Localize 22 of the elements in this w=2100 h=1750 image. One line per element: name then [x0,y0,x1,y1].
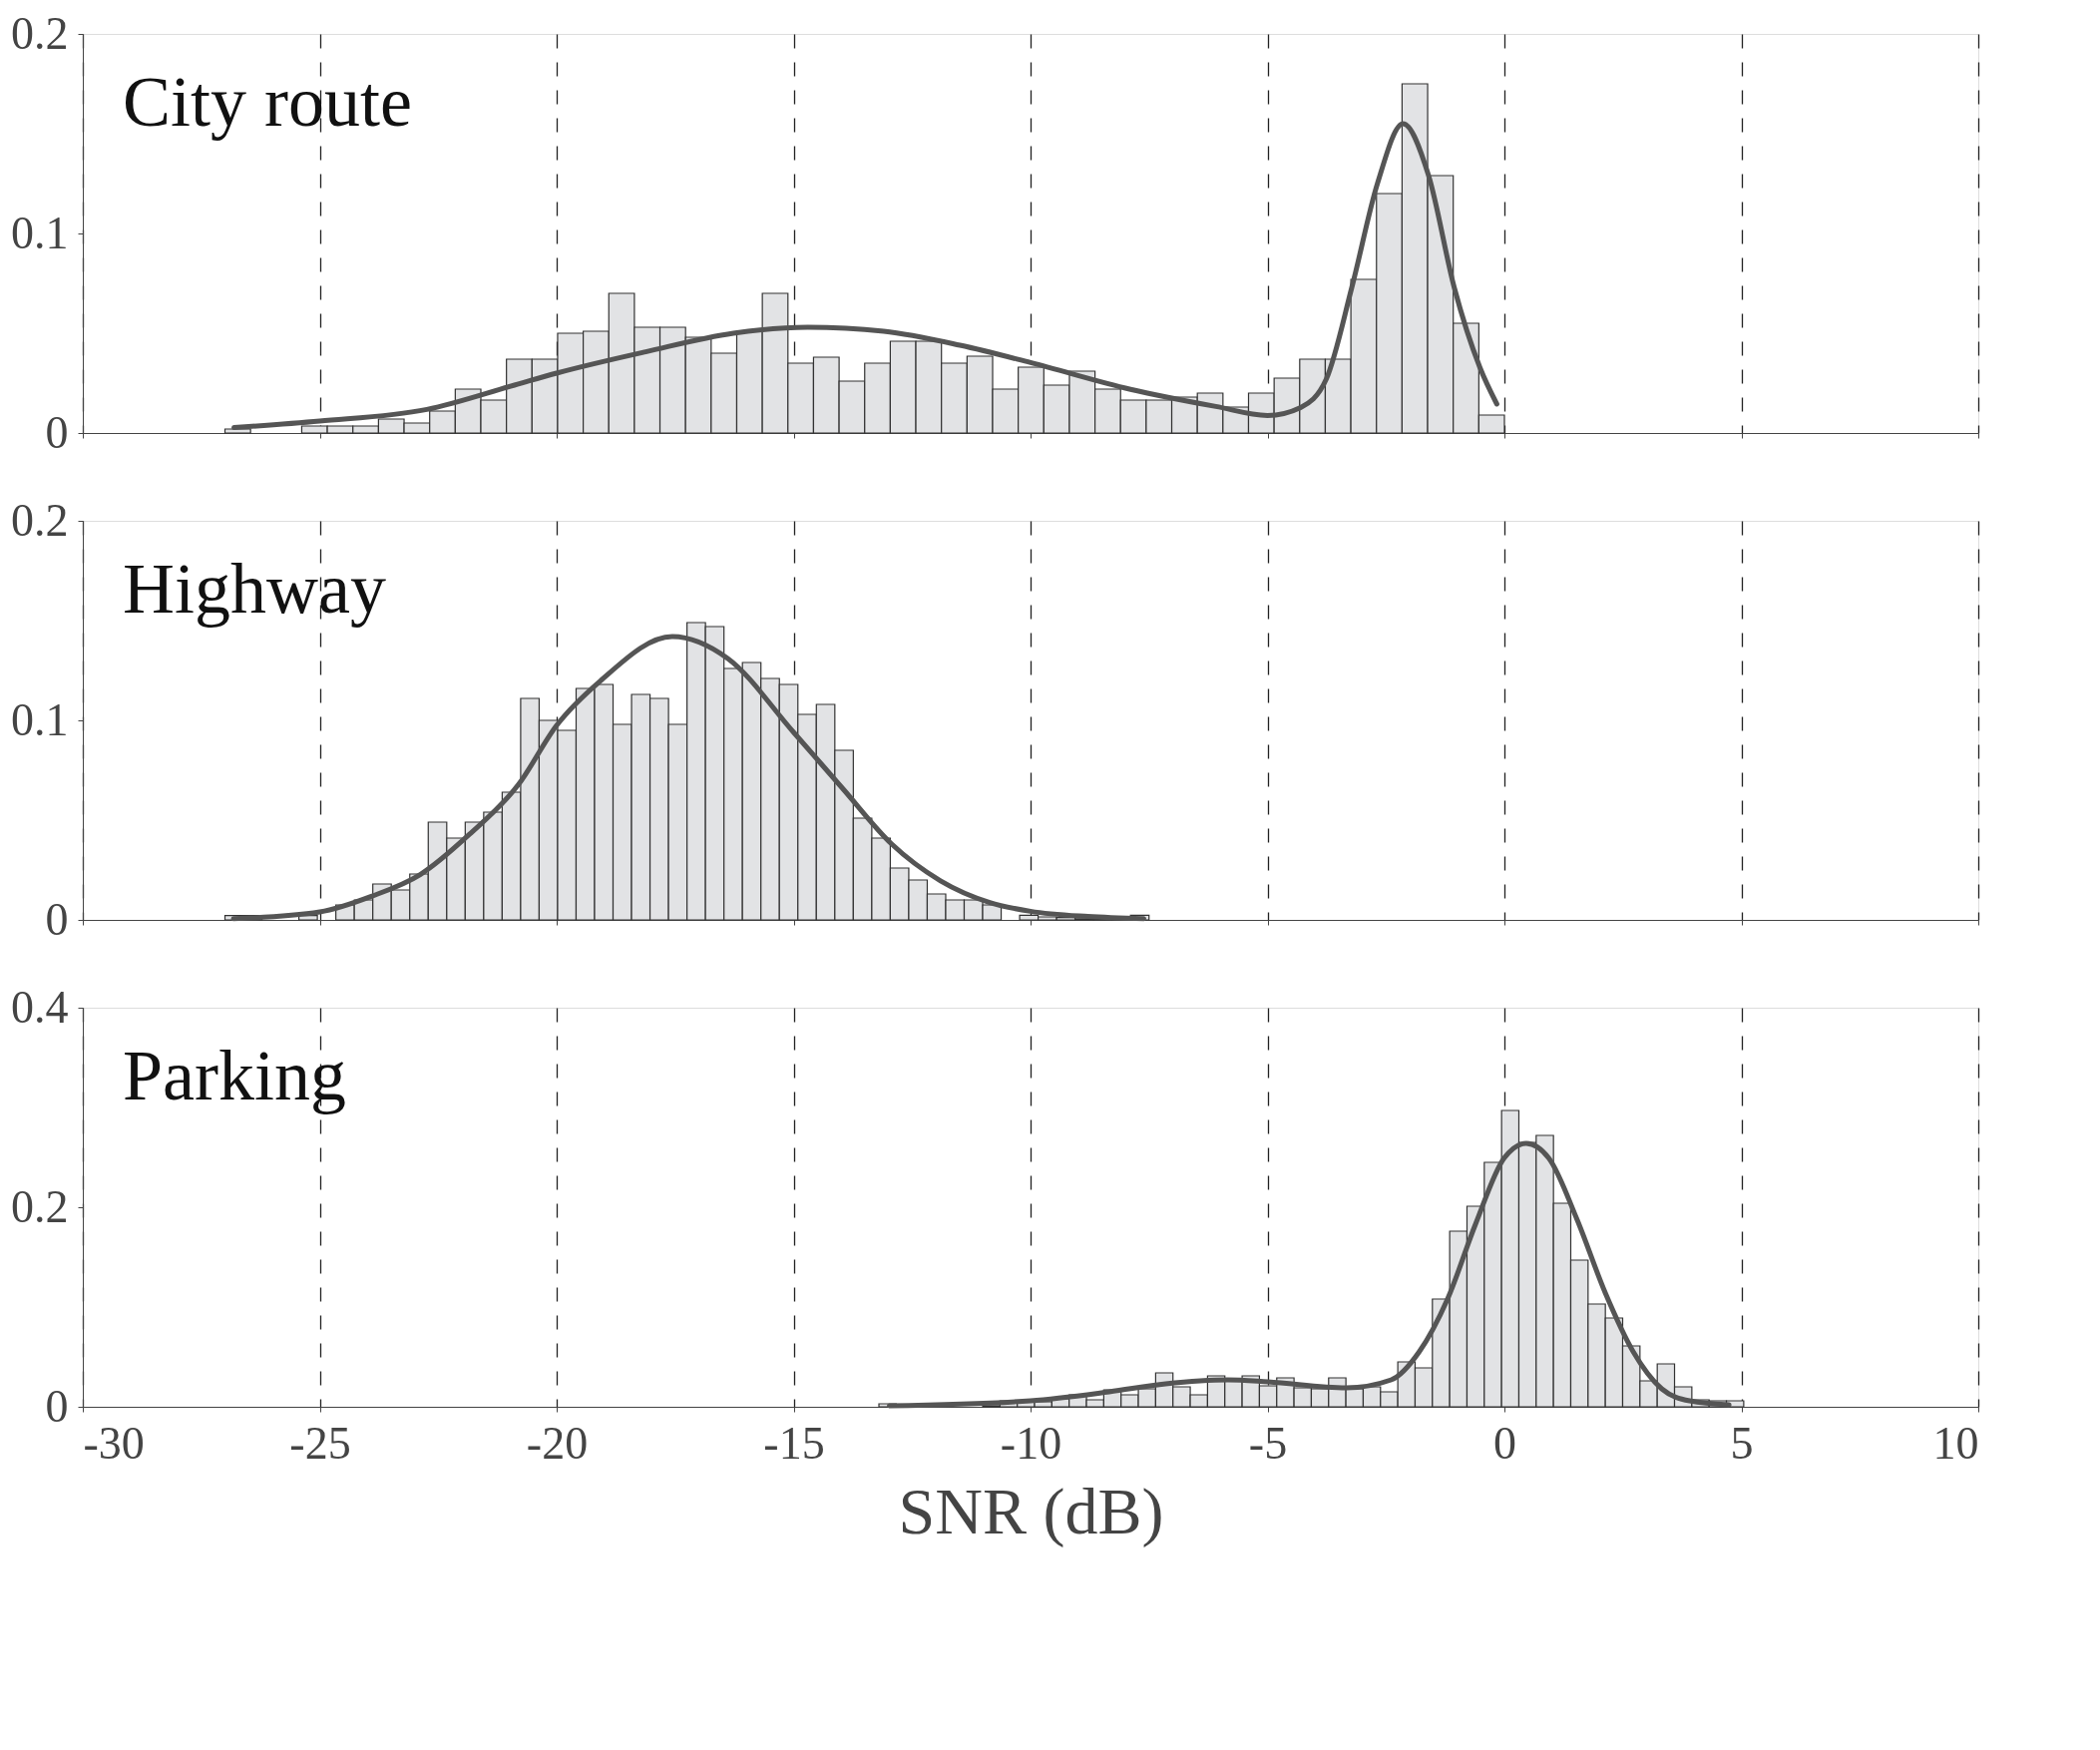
x-tick-label: -20 [526,1417,589,1469]
x-tick-label: -10 [1000,1417,1062,1469]
chart-title: Parking [123,1036,346,1115]
y-tick-label: 0 [45,1380,69,1432]
x-tick-label: -5 [1248,1417,1288,1469]
x-tick-label: 0 [1493,1417,1516,1469]
y-tick-label: 0 [45,893,69,945]
x-tick-label: 10 [1932,1417,1979,1469]
y-tick-label: 0.1 [11,207,69,258]
chart-title: City route [123,62,412,142]
y-tick-label: 0.2 [11,1180,69,1232]
y-tick-label: 0 [45,406,69,458]
chart-title: Highway [123,549,386,629]
y-tick-label: 0.4 [11,981,69,1033]
y-tick-label: 0.2 [11,494,69,546]
x-tick-label: 5 [1730,1417,1754,1469]
x-tick-label: -30 [83,1417,145,1469]
y-tick-label: 0.1 [11,693,69,745]
x-axis-title: SNR (dB) [898,1474,1164,1548]
x-tick-label: -15 [763,1417,825,1469]
y-tick-label: 0.2 [11,7,69,59]
x-tick-label: -25 [289,1417,351,1469]
